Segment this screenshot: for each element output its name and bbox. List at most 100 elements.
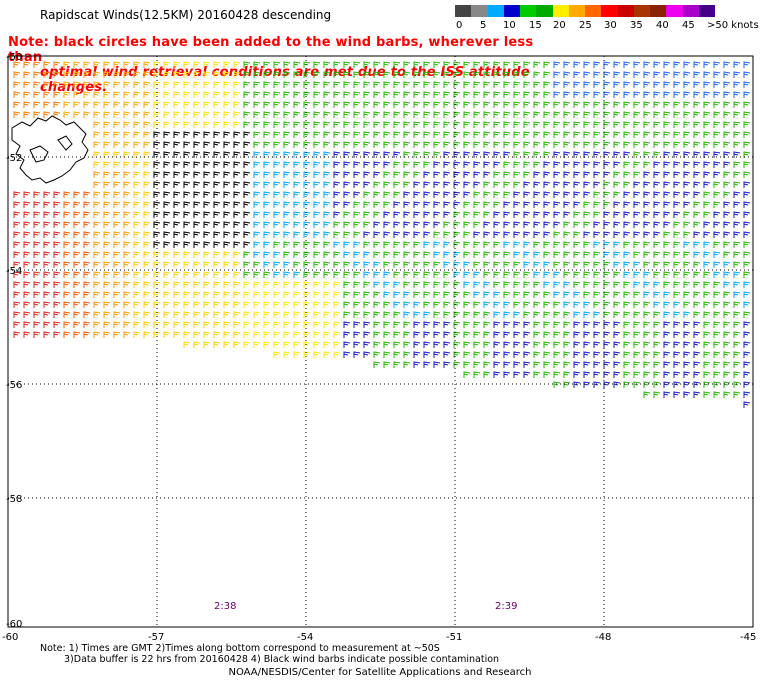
wind-barb xyxy=(653,341,661,348)
wind-barb xyxy=(33,331,41,338)
wind-barb xyxy=(373,141,381,148)
wind-barb xyxy=(463,121,471,128)
wind-barb xyxy=(613,91,621,98)
wind-barb xyxy=(533,71,541,78)
wind-barb xyxy=(313,231,321,238)
wind-barb xyxy=(543,291,551,298)
wind-barb xyxy=(633,321,641,328)
wind-barb xyxy=(593,271,601,278)
wind-barb xyxy=(233,311,241,318)
wind-barb xyxy=(183,71,191,78)
wind-barb xyxy=(203,91,211,98)
wind-barb xyxy=(233,141,241,148)
wind-barb xyxy=(633,201,641,208)
wind-barb xyxy=(303,101,311,108)
wind-barb xyxy=(323,131,331,138)
colorbar-label: 45 xyxy=(682,20,695,31)
wind-barb xyxy=(493,271,501,278)
wind-barb xyxy=(583,381,591,388)
wind-barb xyxy=(573,211,581,218)
wind-barb xyxy=(463,321,471,328)
wind-barb xyxy=(23,61,31,68)
wind-barb xyxy=(103,81,111,88)
wind-barb xyxy=(313,131,321,138)
wind-barb xyxy=(683,251,691,258)
wind-barb xyxy=(133,171,141,178)
wind-barb xyxy=(673,331,681,338)
wind-barb xyxy=(583,251,591,258)
wind-barb xyxy=(473,251,481,258)
wind-barb xyxy=(663,351,671,358)
wind-barb xyxy=(323,271,331,278)
wind-barb xyxy=(413,301,421,308)
wind-barb xyxy=(353,141,361,148)
wind-barb xyxy=(43,331,51,338)
wind-barb xyxy=(633,91,641,98)
wind-barb xyxy=(633,261,641,268)
wind-barb xyxy=(173,221,181,228)
wind-barb xyxy=(173,311,181,318)
wind-barb xyxy=(473,191,481,198)
wind-barb xyxy=(563,321,571,328)
wind-barb xyxy=(183,221,191,228)
wind-barb xyxy=(193,191,201,198)
wind-barb xyxy=(213,101,221,108)
wind-barb xyxy=(443,81,451,88)
wind-barb xyxy=(333,71,341,78)
wind-barb xyxy=(483,321,491,328)
wind-barb xyxy=(433,131,441,138)
wind-barb xyxy=(373,121,381,128)
wind-barb xyxy=(543,221,551,228)
wind-barb xyxy=(593,221,601,228)
wind-barb xyxy=(183,271,191,278)
wind-barb xyxy=(483,161,491,168)
wind-barb xyxy=(503,271,511,278)
wind-barb xyxy=(133,111,141,118)
wind-barb xyxy=(103,61,111,68)
wind-barb xyxy=(343,101,351,108)
wind-barb xyxy=(493,371,501,378)
wind-barb xyxy=(643,361,651,368)
wind-barb xyxy=(573,241,581,248)
wind-barb xyxy=(173,81,181,88)
wind-barb xyxy=(743,191,751,198)
wind-barb xyxy=(263,291,271,298)
wind-barb xyxy=(643,91,651,98)
wind-barb xyxy=(383,271,391,278)
wind-barb xyxy=(263,321,271,328)
wind-barb xyxy=(433,201,441,208)
wind-barb xyxy=(63,271,71,278)
colorbar-swatch xyxy=(601,5,618,17)
wind-barb xyxy=(623,201,631,208)
wind-barb xyxy=(713,381,721,388)
wind-barb xyxy=(63,211,71,218)
wind-barb xyxy=(93,201,101,208)
wind-barb xyxy=(303,341,311,348)
wind-barb xyxy=(63,81,71,88)
wind-barb xyxy=(393,241,401,248)
wind-barb xyxy=(443,281,451,288)
wind-barb xyxy=(743,121,751,128)
wind-barb xyxy=(113,61,121,68)
wind-barb xyxy=(603,161,611,168)
colorbar-swatch xyxy=(568,5,585,17)
wind-barb xyxy=(633,301,641,308)
wind-barb xyxy=(153,91,161,98)
wind-barb xyxy=(563,131,571,138)
footnote-line-1: Note: 1) Times are GMT 2)Times along bot… xyxy=(40,643,440,654)
wind-barb xyxy=(493,61,501,68)
wind-barb xyxy=(623,301,631,308)
wind-barb xyxy=(513,371,521,378)
wind-barb xyxy=(93,131,101,138)
wind-barb xyxy=(263,241,271,248)
wind-barb xyxy=(273,331,281,338)
wind-barb xyxy=(643,371,651,378)
wind-barb xyxy=(293,231,301,238)
wind-barb xyxy=(523,311,531,318)
wind-barb xyxy=(573,331,581,338)
wind-barb xyxy=(263,261,271,268)
wind-barb xyxy=(63,201,71,208)
wind-barb xyxy=(253,201,261,208)
wind-barb xyxy=(663,181,671,188)
wind-barb xyxy=(523,171,531,178)
